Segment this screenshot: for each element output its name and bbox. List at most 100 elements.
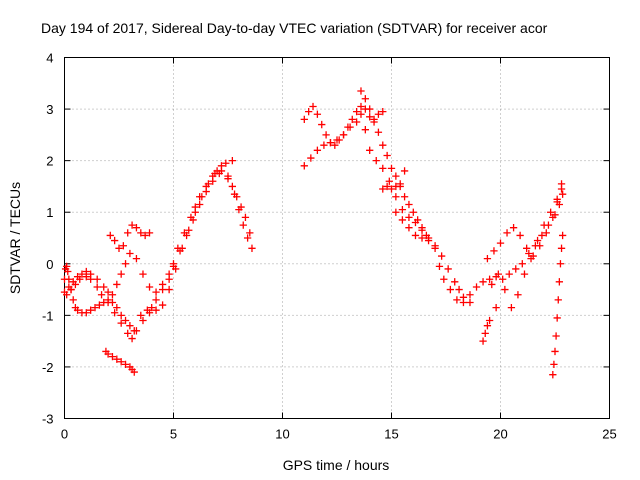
y-tick-label: 2: [46, 154, 53, 169]
data-point: [91, 303, 99, 312]
data-point: [501, 285, 509, 294]
data-point: [392, 182, 400, 191]
plot-frame: [64, 57, 610, 419]
data-point: [435, 262, 444, 271]
data-point: [366, 113, 374, 121]
data-point: [392, 172, 400, 180]
series-arc-3: [108, 156, 237, 299]
data-point: [152, 288, 160, 296]
data-point: [472, 283, 481, 291]
data-point: [78, 270, 86, 278]
data-point: [538, 231, 546, 240]
data-point: [65, 283, 73, 291]
data-point: [117, 311, 125, 320]
series-arc-14: [479, 303, 500, 345]
x-tick-label: 10: [275, 427, 289, 442]
data-point: [145, 229, 154, 237]
data-point: [372, 156, 380, 165]
data-point: [117, 319, 125, 327]
data-point: [126, 322, 134, 330]
data-point: [440, 275, 448, 283]
data-point: [483, 322, 492, 330]
data-point: [451, 278, 459, 286]
grid: [64, 57, 610, 419]
data-point: [235, 205, 243, 214]
data-point: [339, 131, 348, 139]
data-point: [313, 110, 322, 118]
data-point: [514, 291, 522, 299]
data-point: [444, 265, 452, 273]
data-point: [366, 146, 374, 154]
y-axis-title: SDTVAR / TECUs: [7, 182, 23, 294]
series-arc-8: [300, 110, 474, 307]
y-tick-label: 4: [46, 51, 53, 66]
x-tick-label: 0: [61, 427, 68, 442]
data-point: [189, 216, 197, 224]
data-point: [550, 360, 558, 368]
data-point: [348, 115, 356, 124]
data-point: [527, 254, 535, 263]
data-point: [331, 141, 339, 149]
data-point: [379, 185, 387, 193]
data-point: [424, 236, 433, 245]
data-point: [383, 182, 391, 191]
data-point: [483, 254, 492, 263]
data-point: [137, 311, 145, 320]
data-point: [512, 265, 520, 273]
series-arc-6: [60, 267, 112, 296]
data-point: [121, 260, 130, 268]
data-point: [540, 221, 548, 229]
data-point: [520, 270, 529, 278]
data-point: [557, 244, 566, 252]
data-point: [346, 123, 354, 131]
data-point: [414, 216, 422, 224]
data-point: [113, 355, 121, 363]
data-point: [113, 303, 121, 312]
chart-title: Day 194 of 2017, Sidereal Day-to-day VTE…: [41, 20, 548, 36]
data-point: [405, 200, 413, 209]
data-point: [104, 288, 112, 296]
data-point: [383, 151, 391, 160]
data-point: [73, 306, 82, 314]
data-point: [555, 278, 564, 286]
data-point: [204, 180, 213, 188]
data-point: [95, 301, 104, 309]
data-point: [110, 309, 119, 317]
data-point: [65, 275, 73, 283]
data-point: [418, 224, 426, 232]
axis-ticks: [64, 57, 610, 419]
data-point: [551, 347, 559, 356]
data-point: [100, 283, 108, 291]
data-point: [553, 195, 561, 203]
data-point: [516, 231, 524, 240]
data-point: [82, 309, 90, 317]
data-point: [485, 275, 494, 283]
data-point: [243, 234, 252, 242]
data-point: [124, 229, 132, 237]
data-point: [385, 177, 393, 185]
data-point: [132, 224, 141, 232]
series-arc-13: [488, 180, 566, 312]
data-point: [556, 260, 565, 268]
data-point: [191, 208, 199, 216]
data-point: [361, 95, 369, 103]
series-arc-10: [379, 167, 409, 193]
data-point: [488, 280, 496, 289]
y-tick-label: -2: [42, 360, 54, 375]
data-point: [145, 309, 154, 317]
data-point: [126, 249, 134, 258]
series-arc-9: [357, 87, 431, 240]
data-point: [481, 329, 489, 338]
x-tick-label: 5: [170, 427, 177, 442]
data-point: [93, 275, 101, 283]
data-point: [309, 102, 317, 111]
series-arc-11: [392, 190, 567, 307]
data-point: [523, 244, 531, 252]
data-point: [374, 128, 383, 136]
data-point: [117, 358, 125, 366]
data-point: [139, 316, 147, 325]
y-tick-label: 3: [46, 102, 53, 117]
data-point: [409, 208, 417, 216]
data-point: [152, 306, 160, 314]
